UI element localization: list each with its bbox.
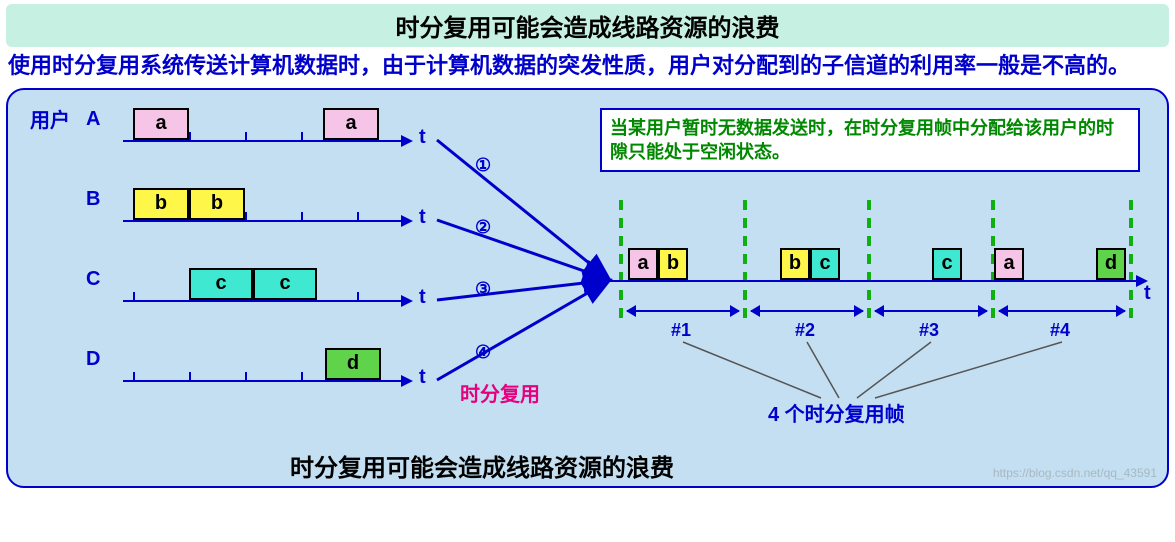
user-slot-C-0: c — [189, 268, 253, 300]
user-slot-A-1: a — [323, 108, 379, 140]
subtitle-text: 使用时分复用系统传送计算机数据时，由于计算机数据的突发性质，用户对分配到的子信道… — [8, 51, 1167, 82]
frames-caption: 4 个时分复用帧 — [768, 398, 905, 427]
frame-span-2 — [751, 310, 863, 312]
user-label-A: A — [86, 108, 100, 131]
frame-slot-2: b — [780, 248, 810, 280]
user-timeline-A — [123, 140, 403, 142]
frame-hash-4: #4 — [1050, 320, 1070, 341]
user-label-D: D — [86, 348, 100, 371]
watermark: https://blog.csdn.net/qq_43591 — [993, 466, 1157, 480]
mux-number-1: ① — [475, 155, 491, 176]
user-slot-A-0: a — [133, 108, 189, 140]
user-slot-B-1: b — [189, 188, 245, 220]
frame-slot-4: c — [932, 248, 962, 280]
mux-number-3: ③ — [475, 279, 491, 300]
user-slot-C-1: c — [253, 268, 317, 300]
user-timeline-D — [123, 380, 403, 382]
t-label-D: t — [419, 366, 426, 389]
users-header: 用户 — [30, 104, 70, 133]
callout-box: 当某用户暂时无数据发送时，在时分复用帧中分配给该用户的时隙只能处于空闲状态。 — [600, 108, 1140, 173]
frame-hash-1: #1 — [671, 320, 691, 341]
mux-number-4: ④ — [475, 342, 491, 363]
frame-slot-5: a — [994, 248, 1024, 280]
frame-slot-3: c — [810, 248, 840, 280]
page-title: 时分复用可能会造成线路资源的浪费 — [6, 4, 1169, 47]
frame-span-4 — [999, 310, 1125, 312]
user-timeline-C — [123, 300, 403, 302]
t-label-right: t — [1144, 282, 1151, 305]
frame-span-1 — [627, 310, 739, 312]
user-label-B: B — [86, 188, 100, 211]
user-timeline-B — [123, 220, 403, 222]
user-label-C: C — [86, 268, 100, 291]
frame-slot-6: d — [1096, 248, 1126, 280]
mux-number-2: ② — [475, 217, 491, 238]
user-slot-B-0: b — [133, 188, 189, 220]
frame-span-3 — [875, 310, 987, 312]
t-label-B: t — [419, 206, 426, 229]
combined-timeline — [606, 280, 1138, 282]
frame-hash-3: #3 — [919, 320, 939, 341]
tdm-label: 时分复用 — [460, 378, 540, 407]
frame-slot-1: b — [658, 248, 688, 280]
frame-hash-2: #2 — [795, 320, 815, 341]
frame-slot-0: a — [628, 248, 658, 280]
bottom-title: 时分复用可能会造成线路资源的浪费 — [290, 448, 674, 483]
t-label-A: t — [419, 126, 426, 149]
user-slot-D-0: d — [325, 348, 381, 380]
tdm-diagram-panel: 用户 AtaaBtbbCtccDtd①②③④ 当某用户暂时无数据发送时，在时分复… — [6, 88, 1169, 488]
t-label-C: t — [419, 286, 426, 309]
